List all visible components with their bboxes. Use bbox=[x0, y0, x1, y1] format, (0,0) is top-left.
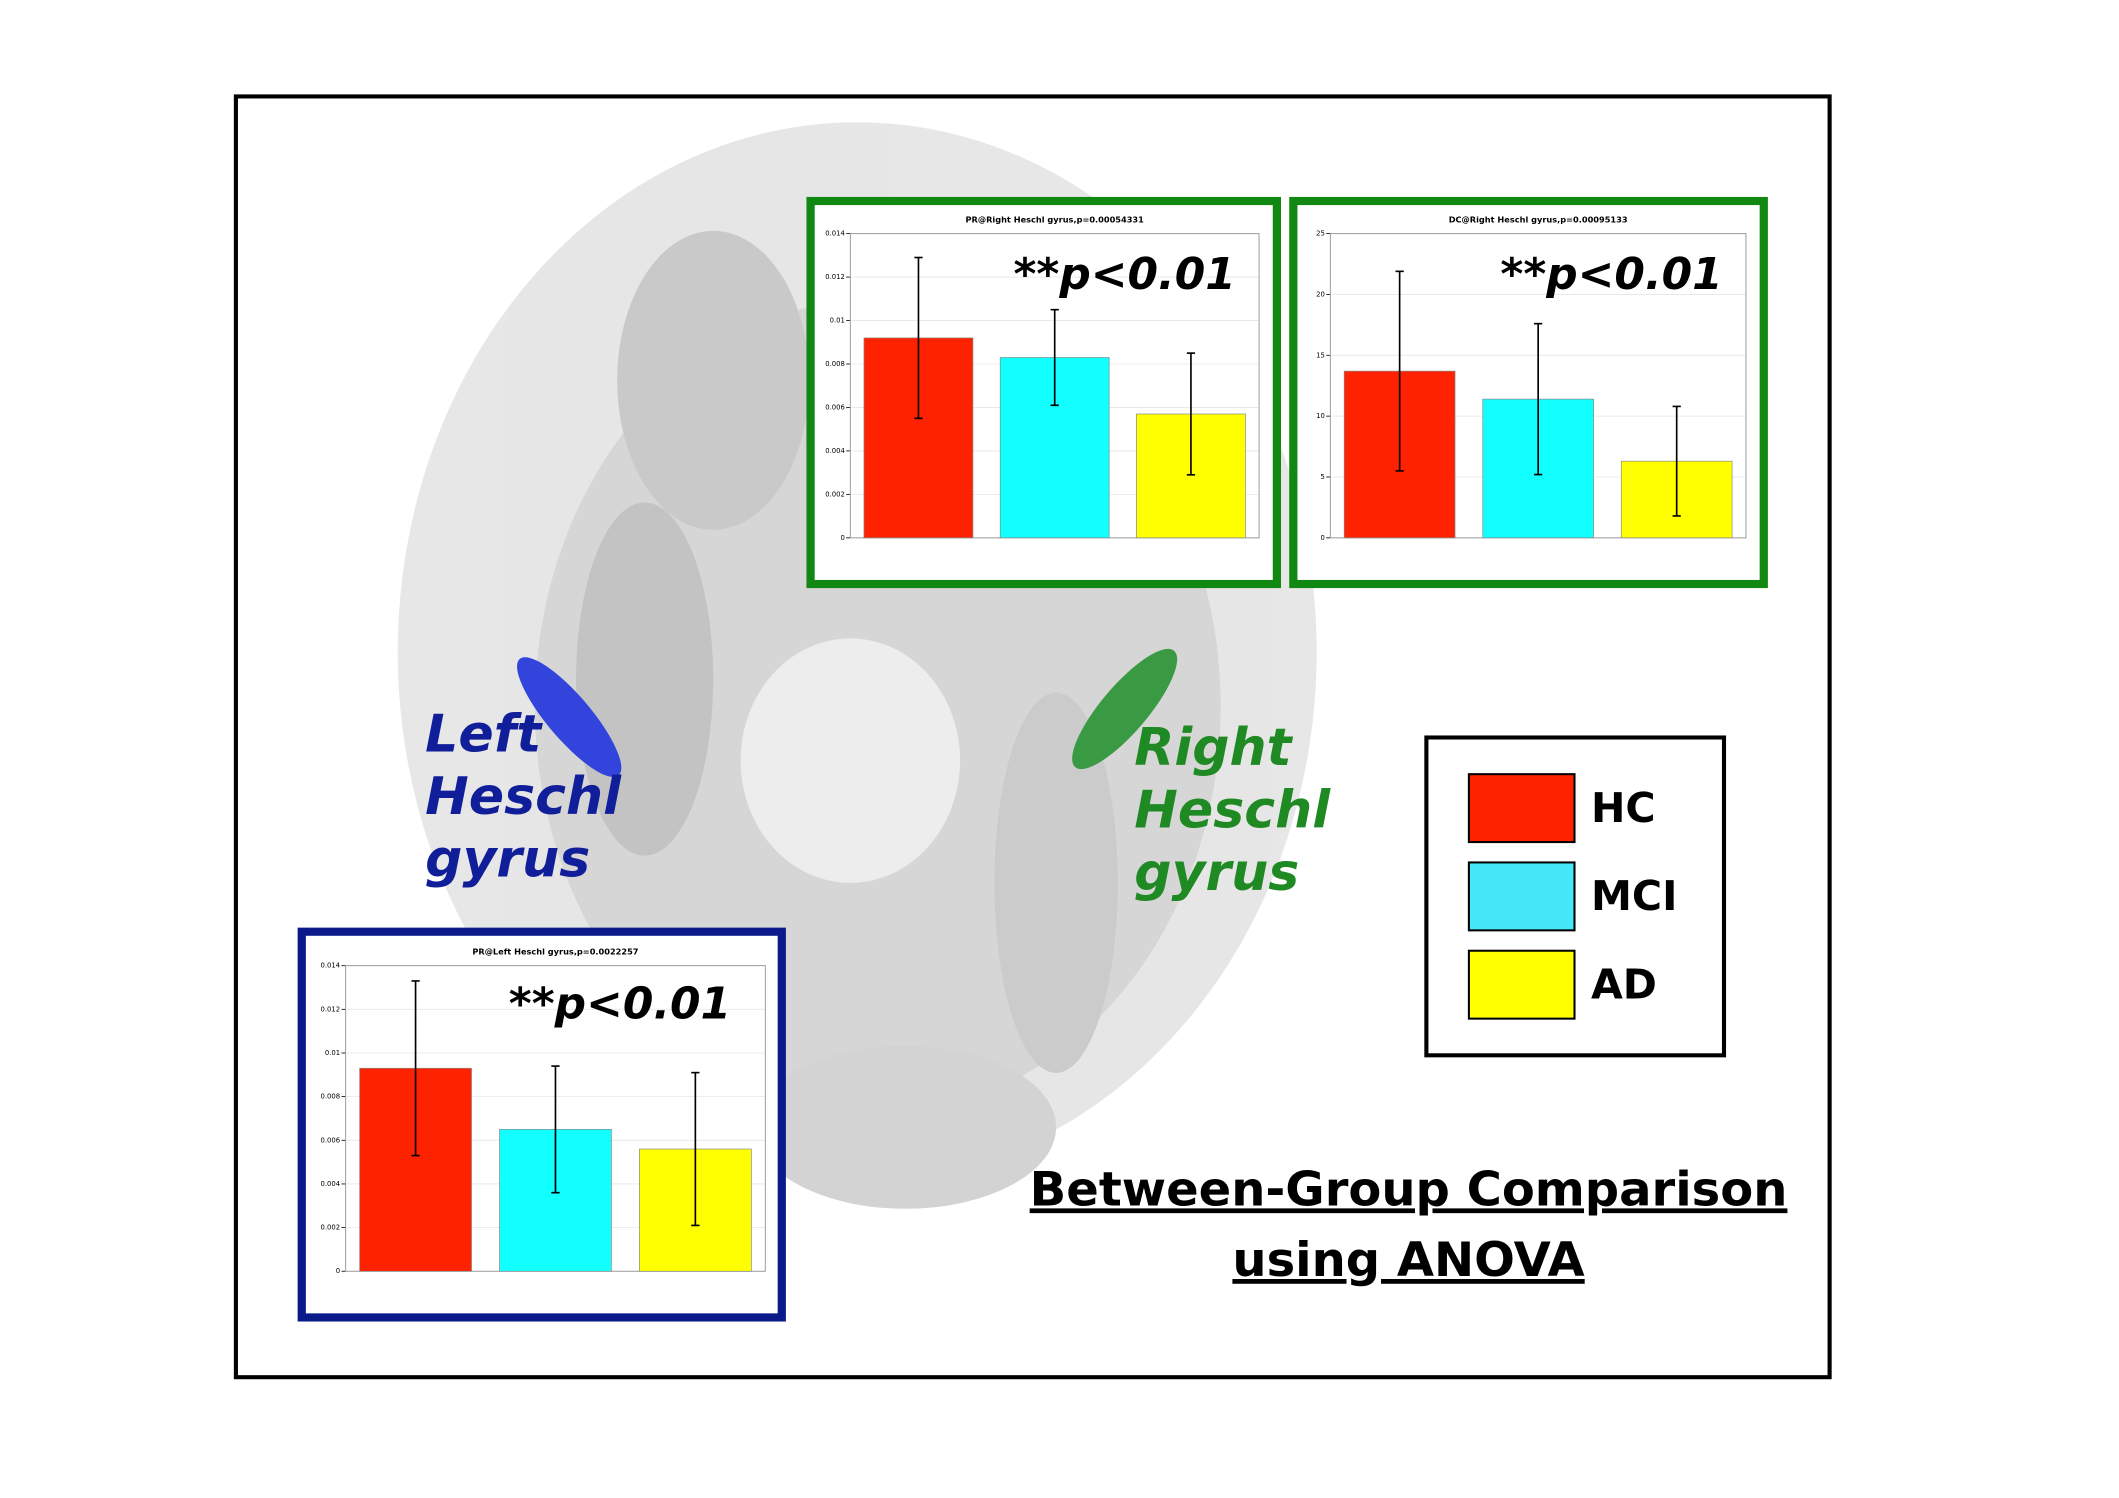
legend-label: MCI bbox=[1591, 872, 1677, 920]
region-label: Left bbox=[425, 705, 543, 765]
region-label: Heschl bbox=[425, 767, 622, 827]
y-tick-label: 10 bbox=[1316, 412, 1325, 420]
caption: Between-Group Comparison bbox=[1030, 1163, 1788, 1218]
legend-swatch bbox=[1467, 773, 1576, 844]
y-tick-label: 5 bbox=[1321, 473, 1325, 481]
region-label: gyrus bbox=[1134, 843, 1299, 903]
region-label: gyrus bbox=[425, 830, 590, 890]
y-tick-label: 15 bbox=[1316, 351, 1325, 359]
right-region bbox=[1072, 648, 1178, 770]
y-tick-label: 0.014 bbox=[321, 962, 341, 970]
y-tick-label: 0.002 bbox=[321, 1224, 341, 1232]
y-tick-label: 25 bbox=[1316, 230, 1325, 238]
y-tick-label: 0.01 bbox=[325, 1049, 340, 1057]
y-tick-label: 0.014 bbox=[825, 230, 845, 238]
y-tick-label: 0.004 bbox=[321, 1180, 341, 1188]
y-tick-label: 0 bbox=[840, 534, 844, 542]
chart-title: DC@Right Heschl gyrus,p=0.00095133 bbox=[1449, 215, 1628, 225]
y-tick-label: 0.012 bbox=[321, 1005, 341, 1013]
y-tick-label: 0 bbox=[336, 1267, 340, 1275]
y-tick-label: 0.008 bbox=[321, 1093, 341, 1101]
y-tick-label: 0.002 bbox=[825, 490, 845, 498]
legend-label: AD bbox=[1591, 961, 1657, 1009]
y-tick-label: 20 bbox=[1316, 290, 1325, 298]
annotation: **p<0.01 bbox=[1014, 249, 1236, 300]
y-tick-label: 0.006 bbox=[321, 1136, 341, 1144]
legend-swatch bbox=[1467, 861, 1576, 932]
chart-title: PR@Left Heschl gyrus,p=0.0022257 bbox=[472, 947, 638, 957]
caption: using ANOVA bbox=[1232, 1233, 1584, 1288]
annotation: **p<0.01 bbox=[1500, 249, 1722, 300]
left-region bbox=[517, 657, 622, 778]
y-tick-label: 0.012 bbox=[825, 273, 845, 281]
y-tick-label: 0.01 bbox=[830, 317, 845, 325]
y-tick-label: 0 bbox=[1321, 534, 1325, 542]
region-label: Right bbox=[1134, 718, 1294, 778]
chart-title: PR@Right Heschl gyrus,p=0.00054331 bbox=[966, 215, 1145, 225]
region-label: Heschl bbox=[1134, 781, 1331, 841]
legend-swatch bbox=[1467, 949, 1576, 1020]
y-tick-label: 0.008 bbox=[825, 360, 845, 368]
y-tick-label: 0.004 bbox=[825, 447, 845, 455]
annotation: **p<0.01 bbox=[509, 979, 731, 1030]
legend-label: HC bbox=[1591, 784, 1656, 832]
y-tick-label: 0.006 bbox=[825, 403, 845, 411]
